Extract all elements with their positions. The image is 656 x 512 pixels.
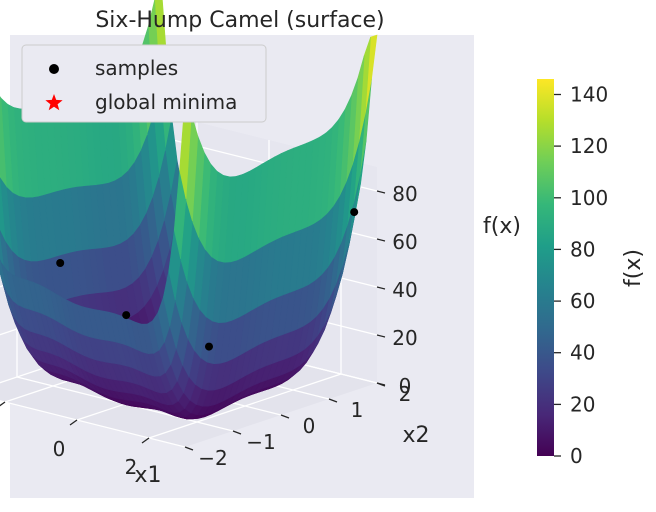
z-tick-label: 0	[399, 374, 412, 398]
colorbar-tick-label: 40	[570, 341, 595, 365]
x-axis-label: x1	[134, 463, 161, 488]
colorbar: 0 20 40 60 80 100 120 140 f(x)	[537, 79, 646, 468]
colorbar-tick-label: 100	[570, 186, 608, 210]
colorbar-tick-label: 140	[570, 83, 608, 107]
z-tick-label: 80	[392, 182, 417, 206]
colorbar-tick-label: 80	[570, 237, 595, 261]
y-axis-label: x2	[402, 423, 429, 448]
z-tick-mark	[376, 238, 386, 242]
colorbar-label: f(x)	[621, 249, 646, 287]
x-tick-mark	[69, 419, 78, 426]
z-tick-mark	[376, 190, 386, 194]
y-tick-label: 2	[399, 382, 412, 406]
y-tick-label: −2	[198, 446, 227, 470]
sample-point	[205, 342, 213, 351]
legend-global-minima-label: global minima	[95, 90, 237, 114]
x-tick-label: 0	[53, 437, 66, 461]
colorbar-tick-label: 0	[570, 444, 583, 468]
x-tick-mark	[0, 401, 6, 407]
z-tick-mark	[376, 382, 386, 386]
chart-title: Six-Hump Camel (surface)	[95, 8, 384, 33]
y-tick-label: 1	[351, 398, 364, 422]
z-tick-mark	[376, 286, 386, 290]
sample-point	[350, 208, 359, 217]
x-tick-label: −2	[0, 419, 2, 443]
colorbar-tick-label: 60	[570, 289, 595, 313]
x-tick-mark	[141, 437, 150, 444]
z-tick-label: 60	[392, 230, 417, 254]
sample-points	[56, 208, 359, 351]
legend: samples global minima	[21, 44, 267, 123]
y-tick-mark	[184, 446, 194, 451]
legend-global-minima-marker	[45, 94, 63, 111]
y-tick-mark	[280, 414, 290, 419]
y-tick-label: 0	[303, 414, 316, 438]
x-tick-label: 2	[125, 455, 138, 479]
y-tick-mark	[328, 398, 338, 403]
sample-point	[56, 259, 65, 267]
z-axis-label: f(x)	[483, 214, 521, 239]
z-tick-mark	[376, 334, 386, 338]
y-tick-label: −1	[246, 430, 275, 454]
colorbar-tick-label: 20	[570, 392, 595, 416]
colorbar-gradient	[537, 79, 554, 456]
y-tick-mark	[232, 430, 242, 435]
z-tick-label: 40	[392, 278, 417, 302]
legend-samples-marker	[49, 64, 59, 74]
colorbar-tick-label: 120	[570, 134, 608, 158]
legend-samples-label: samples	[95, 56, 178, 80]
colorbar-ticks: 0 20 40 60 80 100 120 140	[554, 83, 608, 468]
legend-frame	[21, 44, 267, 123]
sample-point	[122, 311, 131, 320]
z-tick-label: 20	[392, 326, 417, 350]
